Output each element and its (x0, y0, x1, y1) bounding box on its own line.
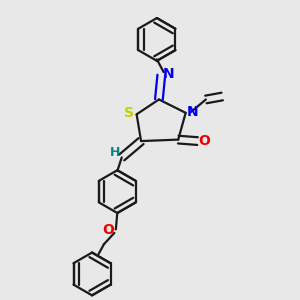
Text: S: S (124, 106, 134, 120)
Text: O: O (103, 223, 114, 237)
Text: N: N (163, 67, 175, 81)
Text: O: O (198, 134, 210, 148)
Text: N: N (186, 105, 198, 119)
Text: H: H (110, 146, 120, 159)
